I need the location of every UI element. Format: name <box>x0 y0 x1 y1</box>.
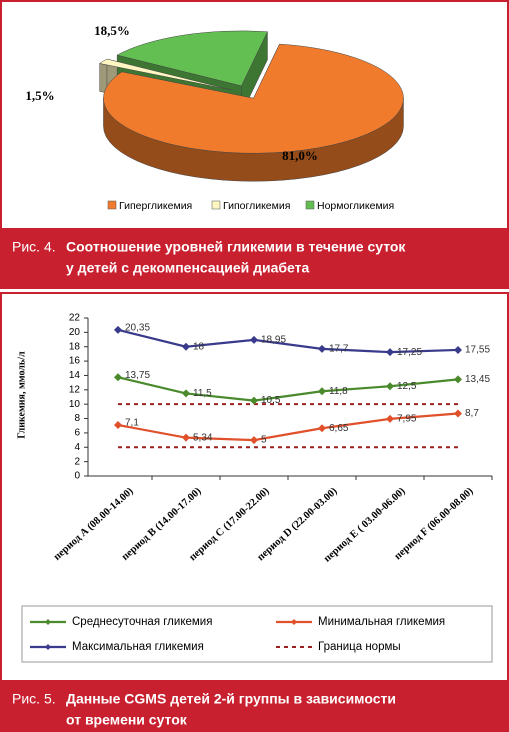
series-line <box>117 328 459 354</box>
data-label: 12,5 <box>397 381 417 392</box>
data-point <box>454 375 462 384</box>
data-point <box>114 421 122 430</box>
data-label: 11,8 <box>329 386 348 397</box>
caption-text: Данные CGMS детей 2-й группы в зависимос… <box>66 691 396 707</box>
y-tick-label: 2 <box>74 456 80 467</box>
data-label: 5 <box>261 435 267 446</box>
y-tick-label: 10 <box>69 399 81 410</box>
data-point <box>386 382 394 391</box>
legend-frame <box>21 605 493 663</box>
data-point <box>454 345 462 354</box>
data-label: 5,34 <box>193 432 213 443</box>
legend-marker <box>45 644 51 650</box>
caption-band <box>1 228 508 288</box>
panel-frame <box>0 292 509 732</box>
y-tick-label: 8 <box>74 413 80 424</box>
series-line <box>117 412 459 442</box>
data-point <box>386 348 394 357</box>
data-label: 10,5 <box>261 395 281 406</box>
y-tick-label: 18 <box>69 341 81 352</box>
series-line <box>117 376 459 402</box>
data-point <box>250 436 258 445</box>
y-tick-label: 12 <box>69 384 81 395</box>
caption-label: Рис. 5. <box>12 691 56 707</box>
data-label: 17,55 <box>465 345 490 356</box>
data-label: 18 <box>193 341 205 352</box>
legend-swatch <box>107 200 117 210</box>
data-label: 18,95 <box>261 335 286 346</box>
data-point <box>182 389 190 398</box>
legend-label: Среднесуточная гликемия <box>72 616 212 628</box>
data-label: 18,5% <box>94 23 130 38</box>
legend-label: Нормогликемия <box>317 200 394 212</box>
pie-slice <box>99 58 232 91</box>
y-tick-label: 14 <box>69 370 81 381</box>
data-label: 7,95 <box>397 414 417 425</box>
data-label: 17,7 <box>329 344 349 355</box>
data-label: 6,65 <box>329 423 349 434</box>
data-point <box>114 325 122 334</box>
legend-swatch <box>211 200 221 210</box>
pie-slice <box>116 30 268 87</box>
caption-text: Соотношение уровней гликемии в течение с… <box>66 239 406 255</box>
data-point <box>182 433 190 442</box>
caption-text: у детей с декомпенсацией диабета <box>66 260 310 276</box>
data-label: 1,5% <box>25 88 54 103</box>
y-tick-label: 16 <box>69 356 81 367</box>
data-point <box>250 396 258 405</box>
legend-label: Минимальная гликемия <box>318 616 445 628</box>
legend-label: Граница нормы <box>318 641 401 653</box>
data-point <box>318 424 326 433</box>
data-label: 7,1 <box>125 418 139 429</box>
legend-label: Гипергликемия <box>119 200 192 212</box>
data-point <box>454 409 462 418</box>
data-label: 17,25 <box>397 347 422 358</box>
legend-swatch <box>305 200 315 210</box>
y-tick-label: 0 <box>74 471 80 482</box>
y-tick-label: 20 <box>69 327 81 338</box>
data-label: 13,75 <box>125 370 150 381</box>
caption-text: от времени суток <box>66 712 188 728</box>
data-point <box>182 342 190 351</box>
pie-slice <box>103 43 404 154</box>
legend-marker <box>291 619 297 625</box>
data-point <box>318 387 326 396</box>
data-label: 81,0% <box>282 148 318 163</box>
data-point <box>250 335 258 344</box>
data-label: 8,7 <box>465 408 479 419</box>
data-point <box>114 373 122 382</box>
legend-label: Гипогликемия <box>223 200 290 212</box>
data-point <box>318 344 326 353</box>
legend-marker <box>45 619 51 625</box>
data-label: 20,35 <box>125 322 150 333</box>
caption-band <box>1 680 508 731</box>
caption-label: Рис. 4. <box>12 239 56 255</box>
y-axis-title: Гликемия, ммоль/л <box>16 351 27 439</box>
data-point <box>386 414 394 423</box>
y-tick-label: 22 <box>69 313 81 324</box>
legend-label: Максимальная гликемия <box>72 641 204 653</box>
y-tick-label: 4 <box>74 442 80 453</box>
data-label: 11,5 <box>193 388 212 399</box>
y-tick-label: 6 <box>74 428 80 439</box>
data-label: 13,45 <box>465 374 490 385</box>
